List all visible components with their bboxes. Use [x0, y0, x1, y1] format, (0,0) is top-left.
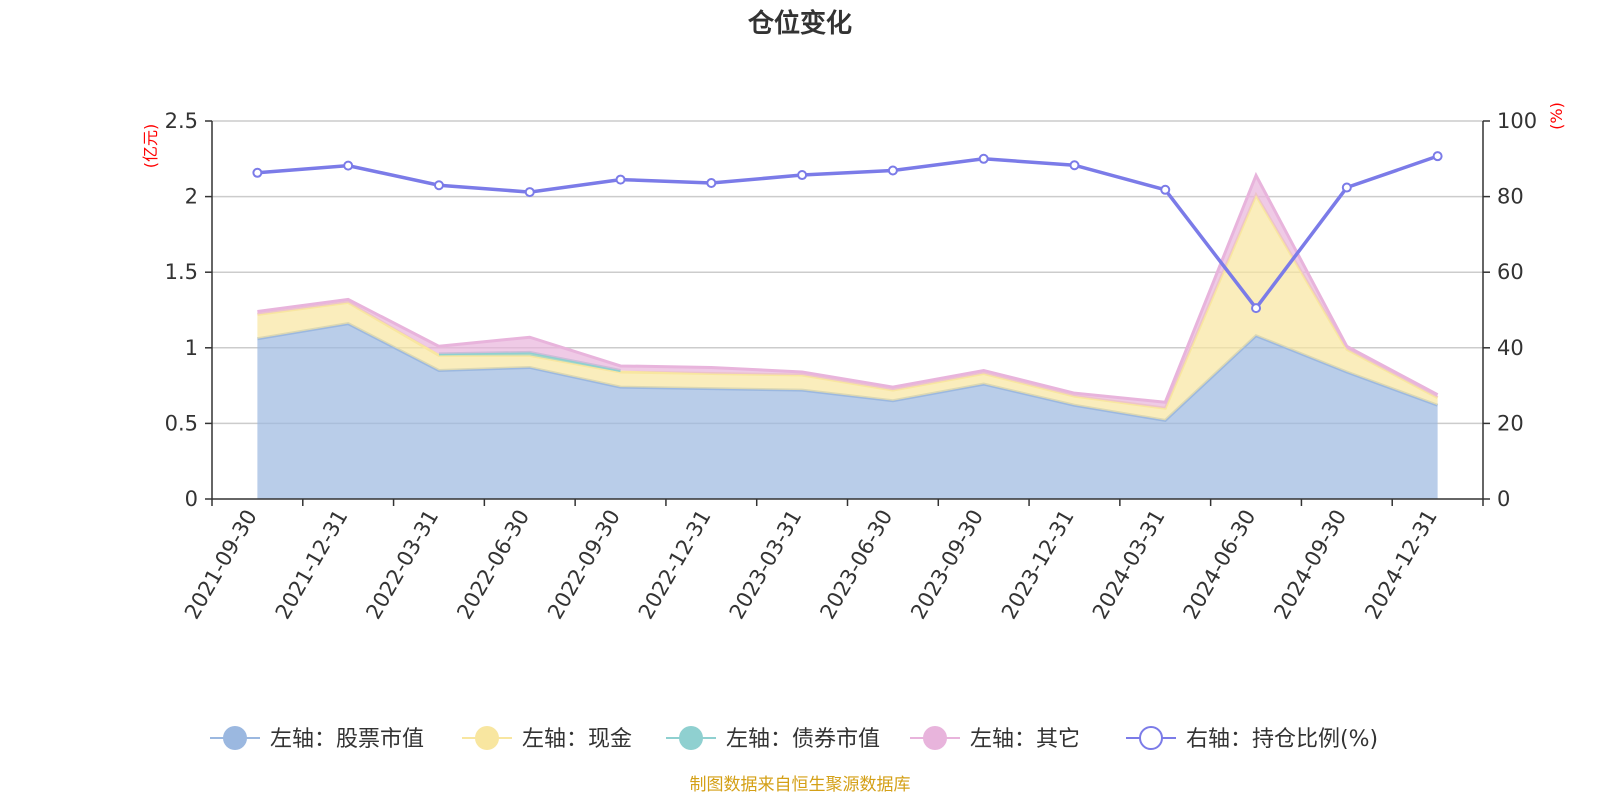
legend-item: 左轴：债券市值 [666, 726, 880, 752]
legend-label: 左轴：其它 [970, 727, 1080, 752]
ratio-point [887, 165, 898, 176]
ratio-point [797, 170, 808, 181]
ratio-point [706, 177, 717, 188]
ratio-point [524, 187, 535, 198]
left-axis-tick-label: 2.5 [165, 109, 198, 133]
right-axis-tick-label: 60 [1497, 260, 1524, 284]
legend-marker [475, 726, 499, 750]
x-axis-tick-label: 2022-06-30 [452, 506, 534, 624]
x-axis-tick-label: 2023-03-31 [725, 506, 807, 624]
legend-item: 左轴：股票市值 [210, 726, 424, 752]
area-左轴：股票市值 [257, 323, 1438, 499]
legend-label: 左轴：现金 [522, 727, 632, 752]
x-axis-tick-label: 2023-12-31 [997, 506, 1079, 624]
legend-item: 右轴：持仓比例(%) [1126, 726, 1378, 752]
x-axis-tick-label: 2022-12-31 [634, 506, 716, 624]
ratio-point [615, 174, 626, 185]
x-axis-tick-label: 2022-09-30 [543, 506, 625, 624]
ratio-point [978, 153, 989, 164]
ratio-point [1251, 303, 1262, 314]
ratio-point [343, 160, 354, 171]
x-axis-tick-label: 2024-09-30 [1269, 506, 1351, 624]
ratio-point [1341, 182, 1352, 193]
legend: 左轴：股票市值 左轴：现金 左轴：债券市值 左轴：其它 右轴：持仓比例(%) [210, 726, 1378, 752]
area-edge-左轴：其它 [257, 171, 1439, 404]
left-axis-tick-label: 1 [185, 336, 198, 360]
right-axis-unit: (%) [1547, 102, 1566, 130]
legend-label: 左轴：股票市值 [270, 727, 424, 752]
ratio-point [1069, 160, 1080, 171]
area-左轴：现金 [257, 195, 1438, 421]
x-axis-tick-label: 2024-06-30 [1179, 506, 1261, 624]
right-axis-tick-label: 80 [1497, 185, 1524, 209]
left-axis-tick-label: 2 [185, 185, 198, 209]
legend-marker [923, 726, 947, 750]
right-axis-tick-label: 100 [1497, 109, 1537, 133]
x-axis-tick-label: 2021-09-30 [180, 506, 262, 624]
right-axis-tick-label: 20 [1497, 411, 1524, 435]
legend-marker [679, 726, 703, 750]
stacked-areas [257, 171, 1439, 499]
left-axis-tick-label: 0.5 [165, 411, 198, 435]
left-axis-tick-label: 0 [185, 487, 198, 511]
ratio-point [433, 180, 444, 191]
legend-marker [1139, 726, 1163, 750]
legend-item: 左轴：其它 [910, 726, 1080, 752]
legend-item: 左轴：现金 [462, 726, 632, 752]
x-axis-tick-label: 2024-12-31 [1360, 506, 1442, 624]
x-axis-tick-label: 2022-03-31 [361, 506, 443, 624]
x-axis-tick-label: 2023-09-30 [906, 506, 988, 624]
legend-marker [223, 726, 247, 750]
x-axis-tick-label: 2023-06-30 [815, 506, 897, 624]
ratio-line-path [257, 154, 1439, 312]
ratio-point [1432, 151, 1443, 162]
ratio-point [1160, 184, 1171, 195]
right-axis-tick-label: 40 [1497, 336, 1524, 360]
left-axis-unit: (亿元) [141, 124, 160, 169]
right-axis-tick-label: 0 [1497, 487, 1510, 511]
legend-label: 右轴：持仓比例(%) [1186, 727, 1378, 752]
source-note: 制图数据来自恒生聚源数据库 [690, 775, 911, 795]
holding-ratio-line [252, 151, 1443, 314]
area-左轴：其它 [257, 175, 1438, 409]
x-axis-tick-label: 2021-12-31 [271, 506, 353, 624]
ratio-point [252, 167, 263, 178]
left-axis-tick-label: 1.5 [165, 260, 198, 284]
legend-label: 左轴：债券市值 [726, 727, 880, 752]
x-axis-tick-label: 2024-03-31 [1088, 506, 1170, 624]
chart-title: 仓位变化 [747, 8, 852, 39]
